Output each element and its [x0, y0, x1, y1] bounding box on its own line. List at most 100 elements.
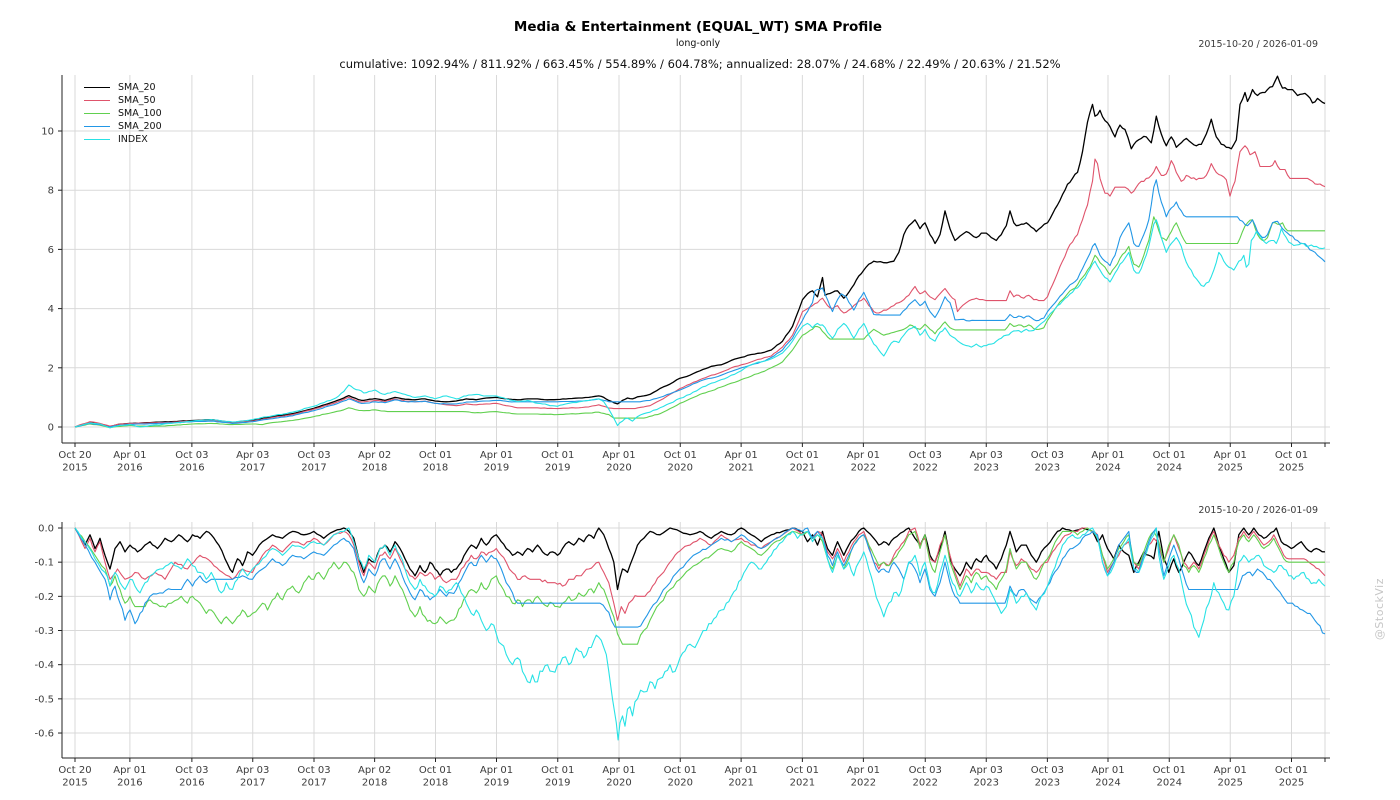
- x-tick-label: Oct 03: [175, 450, 208, 461]
- x-tick-label: Oct 01: [1153, 765, 1186, 776]
- x-tick-label-year: 2024: [1095, 778, 1120, 789]
- legend-label: SMA_20: [118, 82, 156, 93]
- x-tick-label: Apr 03: [236, 765, 269, 776]
- legend-label: SMA_100: [118, 108, 162, 119]
- x-tick-label-year: 2025: [1218, 778, 1243, 789]
- x-tick-label-year: 2019: [545, 463, 570, 474]
- x-tick-label-year: 2022: [913, 463, 938, 474]
- x-tick-label: Oct 01: [664, 765, 697, 776]
- x-tick-label-year: 2023: [974, 778, 999, 789]
- x-tick-label: Oct 01: [419, 450, 452, 461]
- x-tick-label: Apr 01: [113, 765, 146, 776]
- x-tick-label-year: 2021: [790, 463, 815, 474]
- x-tick-label-year: 2018: [423, 463, 448, 474]
- x-tick-label: Oct 03: [175, 765, 208, 776]
- x-tick-label-year: 2017: [240, 778, 265, 789]
- x-tick-label-year: 2017: [240, 463, 265, 474]
- x-tick-label: Apr 01: [602, 765, 635, 776]
- series-index: [74, 219, 1326, 429]
- series-sma_50: [74, 145, 1326, 428]
- y-tick-label: 6: [48, 245, 54, 256]
- series-sma_200: [74, 179, 1326, 428]
- x-tick-label: Oct 01: [664, 450, 697, 461]
- series-sma_200: [74, 527, 1326, 635]
- y-tick-label: 8: [48, 186, 54, 197]
- x-tick-label-year: 2021: [728, 778, 753, 789]
- x-tick-label-year: 2023: [1035, 778, 1060, 789]
- x-tick-label: Apr 01: [725, 765, 758, 776]
- x-tick-label: Apr 01: [1214, 450, 1247, 461]
- date-range-top: 2015-10-20 / 2026-01-09: [1198, 39, 1318, 50]
- legend-item-index: INDEX: [84, 133, 162, 146]
- y-tick-label: 10: [41, 127, 54, 138]
- x-tick-label: Apr 02: [358, 765, 391, 776]
- series-sma_100: [74, 216, 1325, 429]
- x-tick-label-year: 2015: [62, 463, 87, 474]
- series-index: [74, 527, 1326, 741]
- y-tick-label: -0.3: [34, 626, 54, 637]
- y-tick-label: 0.0: [38, 524, 54, 535]
- page-title: Media & Entertainment (EQUAL_WT) SMA Pro…: [513, 19, 883, 35]
- x-tick-label: Apr 01: [480, 450, 513, 461]
- x-tick-label: Oct 01: [1275, 450, 1308, 461]
- y-tick-label: -0.4: [34, 660, 54, 671]
- x-tick-label: Oct 03: [909, 450, 942, 461]
- x-tick-label-year: 2016: [179, 463, 204, 474]
- x-tick-label: Apr 01: [847, 450, 880, 461]
- x-tick-label-year: 2018: [423, 778, 448, 789]
- legend-line-sample: [84, 138, 110, 141]
- y-tick-label: 4: [48, 304, 54, 315]
- x-tick-label: Apr 01: [1091, 765, 1124, 776]
- x-tick-label: Apr 01: [725, 450, 758, 461]
- legend-line-sample: [84, 99, 110, 102]
- x-tick-label-year: 2024: [1157, 778, 1182, 789]
- x-tick-label: Oct 01: [786, 450, 819, 461]
- legend-item-sma50: SMA_50: [84, 94, 162, 107]
- x-tick-label-year: 2025: [1279, 778, 1304, 789]
- legend-label: SMA_50: [118, 95, 156, 106]
- x-tick-label-year: 2025: [1218, 463, 1243, 474]
- x-tick-label-year: 2016: [179, 778, 204, 789]
- x-tick-label: Oct 03: [297, 450, 330, 461]
- x-tick-label-year: 2023: [974, 463, 999, 474]
- legend-label: SMA_200: [118, 121, 162, 132]
- x-tick-label: Apr 01: [1214, 765, 1247, 776]
- x-tick-label: Oct 01: [786, 765, 819, 776]
- x-tick-label-year: 2022: [913, 778, 938, 789]
- x-tick-label: Apr 01: [847, 765, 880, 776]
- legend-line-sample: [84, 86, 110, 89]
- x-tick-label: Apr 03: [970, 450, 1003, 461]
- x-tick-label-year: 2018: [362, 463, 387, 474]
- x-tick-label: Oct 03: [909, 765, 942, 776]
- x-tick-label-year: 2019: [545, 778, 570, 789]
- series-sma_20: [74, 75, 1326, 428]
- x-tick-label: Oct 01: [1275, 765, 1308, 776]
- x-tick-label: Apr 01: [1091, 450, 1124, 461]
- y-tick-label: -0.1: [34, 558, 54, 569]
- x-tick-label-year: 2019: [484, 463, 509, 474]
- y-tick-label: -0.5: [34, 694, 54, 705]
- x-tick-label-year: 2019: [484, 778, 509, 789]
- x-tick-label: Oct 20: [58, 450, 91, 461]
- x-tick-label-year: 2017: [301, 778, 326, 789]
- legend-label: INDEX: [118, 134, 148, 145]
- x-tick-label: Oct 01: [419, 765, 452, 776]
- x-tick-label-year: 2020: [668, 778, 693, 789]
- x-tick-label-year: 2020: [668, 463, 693, 474]
- x-tick-label: Oct 03: [1031, 765, 1064, 776]
- x-tick-label-year: 2015: [62, 778, 87, 789]
- x-tick-label-year: 2025: [1279, 463, 1304, 474]
- x-tick-label: Oct 03: [297, 765, 330, 776]
- y-tick-label: 2: [48, 363, 54, 374]
- x-tick-label-year: 2023: [1035, 463, 1060, 474]
- y-tick-label: -0.2: [34, 592, 54, 603]
- legend-item-sma20: SMA_20: [84, 81, 162, 94]
- x-tick-label-year: 2016: [117, 463, 142, 474]
- x-tick-label-year: 2020: [606, 778, 631, 789]
- y-tick-label: 0: [48, 423, 54, 434]
- drawdown-series: [74, 527, 1326, 741]
- date-range-bottom: 2015-10-20 / 2026-01-09: [1198, 505, 1318, 516]
- stats-line: cumulative: 1092.94% / 811.92% / 663.45%…: [339, 57, 1061, 71]
- x-tick-label: Oct 01: [541, 765, 574, 776]
